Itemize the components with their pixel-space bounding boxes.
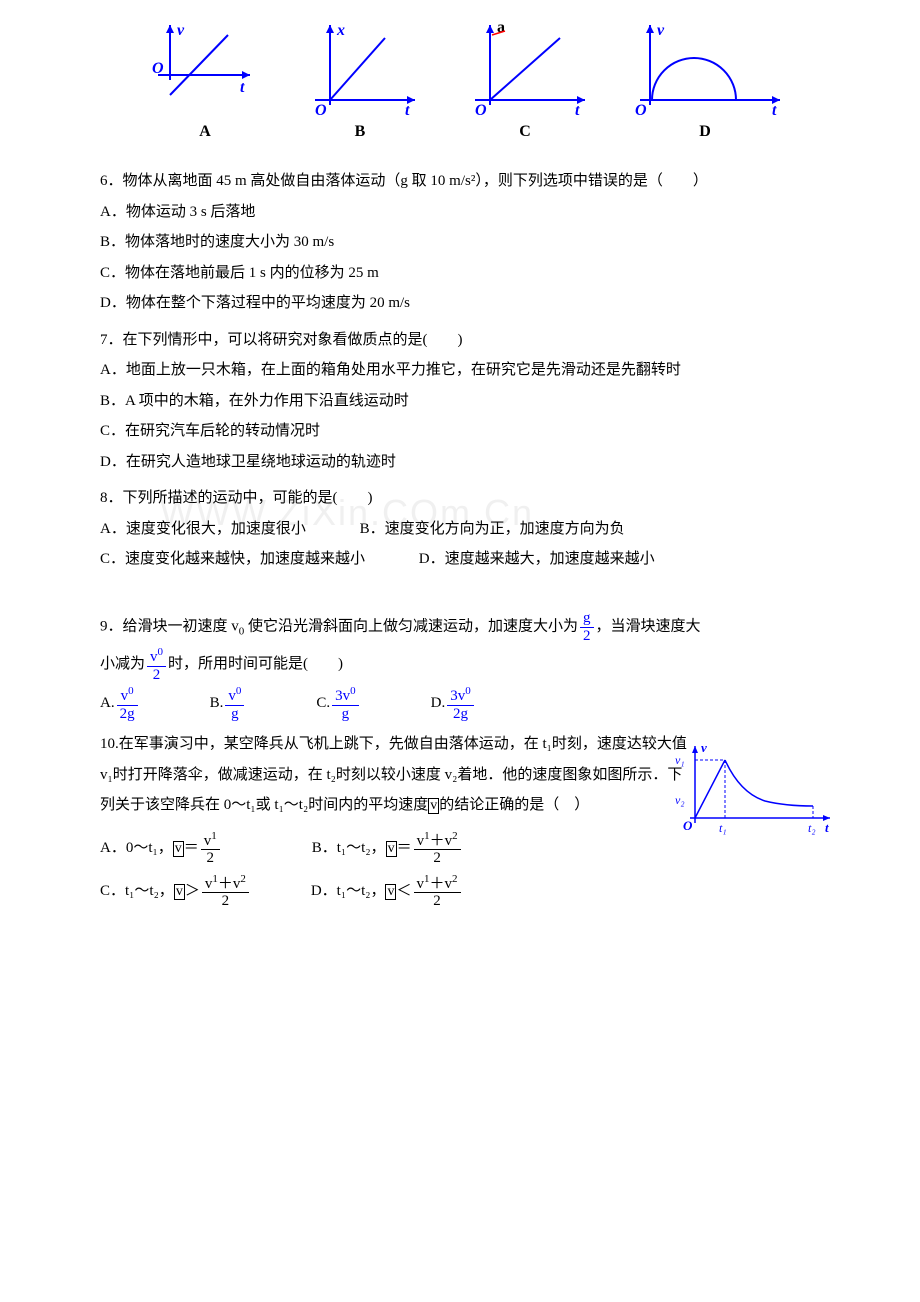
q8-opts-row1: A．速度变化很大，加速度很小 B．速度变化方向为正，加速度方向为负: [100, 515, 820, 544]
q9-opt-c: C.3v0g: [316, 685, 360, 722]
q7-opt-d: D．在研究人造地球卫星绕地球运动的轨迹时: [100, 448, 820, 477]
q8-opt-c: C．速度变化越来越快，加速度越来越小: [100, 545, 365, 574]
svg-text:x: x: [336, 22, 345, 39]
q9-stem-line1: 9．给滑块一初速度 v0 使它沿光滑斜面向上做匀减速运动，加速度大小为g2，当滑…: [100, 610, 820, 644]
svg-text:O: O: [152, 60, 164, 77]
q7-stem: 7．在下列情形中，可以将研究对象看做质点的是( ): [100, 326, 820, 355]
svg-text:t: t: [825, 820, 829, 835]
q9-options: A.v02g B.v0g C.3v0g D.3v02g: [100, 685, 820, 722]
q9-opt-d: D.3v02g: [431, 685, 476, 722]
svg-text:v: v: [701, 740, 707, 755]
option-graphs-row: v t O A x t O B a t O: [100, 20, 820, 147]
svg-text:O: O: [475, 102, 487, 115]
q8-opt-b: B．速度变化方向为正，加速度方向为负: [360, 515, 625, 544]
q8-opts-row2: C．速度变化越来越快，加速度越来越小 D．速度越来越大，加速度越来越小: [100, 545, 820, 574]
q7-opt-a: A．地面上放一只木箱，在上面的箱角处用水平力推它，在研究它是先滑动还是先翻转时: [100, 356, 820, 385]
q10-velocity-graph: v t O v₁ v₂ t₁ t₂: [665, 738, 840, 849]
graph-b: x t O B: [290, 20, 430, 147]
q9-opt-b: B.v0g: [210, 685, 247, 722]
svg-text:t: t: [240, 79, 245, 96]
q7-opt-c: C．在研究汽车后轮的转动情况时: [100, 417, 820, 446]
q9-opt-a: A.v02g: [100, 685, 140, 722]
svg-text:t: t: [405, 102, 410, 115]
question-9: 9．给滑块一初速度 v0 使它沿光滑斜面向上做匀减速运动，加速度大小为g2，当滑…: [100, 610, 820, 722]
graph-b-label: B: [290, 117, 430, 147]
q10-opt-d: D．t₁～t₂，v＜v1＋v22: [311, 873, 463, 910]
q6-opt-a: A．物体运动 3 s 后落地: [100, 198, 820, 227]
q6-opt-d: D．物体在整个下落过程中的平均速度为 20 m/s: [100, 289, 820, 318]
svg-text:t: t: [772, 102, 777, 115]
q7-opt-b: B．A 项中的木箱，在外力作用下沿直线运动时: [100, 387, 820, 416]
svg-text:O: O: [315, 102, 327, 115]
svg-text:v₂: v₂: [675, 793, 685, 807]
graph-a: v t O A: [140, 20, 270, 147]
svg-text:t₁: t₁: [719, 821, 727, 835]
graph-d-label: D: [620, 117, 790, 147]
svg-text:v: v: [657, 22, 665, 39]
q9-stem-line2: 小减为v02时，所用时间可能是( ): [100, 646, 820, 683]
q10-opt-b: B．t₁～t₂，v＝v1＋v22: [312, 830, 463, 867]
graph-c-label: C: [450, 117, 600, 147]
q8-opt-d: D．速度越来越大，加速度越来越小: [419, 545, 655, 574]
svg-text:t₂: t₂: [808, 821, 816, 835]
svg-text:v: v: [177, 22, 185, 39]
q8-opt-a: A．速度变化很大，加速度很小: [100, 515, 306, 544]
q8-stem: 8．下列所描述的运动中，可能的是( ): [100, 484, 820, 513]
svg-text:t: t: [575, 102, 580, 115]
question-8: 8．下列所描述的运动中，可能的是( ) A．速度变化很大，加速度很小 B．速度变…: [100, 484, 820, 574]
question-10: 10.在军事演习中，某空降兵从飞机上跳下，先做自由落体运动，在 t₁时刻，速度达…: [100, 730, 820, 910]
graph-c: a t O C: [450, 20, 600, 147]
q6-stem: 6．物体从离地面 45 m 高处做自由落体运动（g 取 10 m/s²），则下列…: [100, 167, 820, 196]
q10-opts-row2: C．t₁～t₂，v＞v1＋v22 D．t₁～t₂，v＜v1＋v22: [100, 873, 820, 910]
question-7: 7．在下列情形中，可以将研究对象看做质点的是( ) A．地面上放一只木箱，在上面…: [100, 326, 820, 477]
q10-opt-c: C．t₁～t₂，v＞v1＋v22: [100, 873, 251, 910]
graph-d: v t O D: [620, 20, 790, 147]
q10-opt-a: A．0～t₁，v＝v12: [100, 830, 222, 867]
q6-opt-c: C．物体在落地前最后 1 s 内的位移为 25 m: [100, 259, 820, 288]
graph-a-label: A: [140, 117, 270, 147]
svg-text:O: O: [683, 818, 693, 833]
svg-text:v₁: v₁: [675, 753, 685, 767]
svg-text:O: O: [635, 102, 647, 115]
q6-opt-b: B．物体落地时的速度大小为 30 m/s: [100, 228, 820, 257]
question-6: 6．物体从离地面 45 m 高处做自由落体运动（g 取 10 m/s²），则下列…: [100, 167, 820, 318]
